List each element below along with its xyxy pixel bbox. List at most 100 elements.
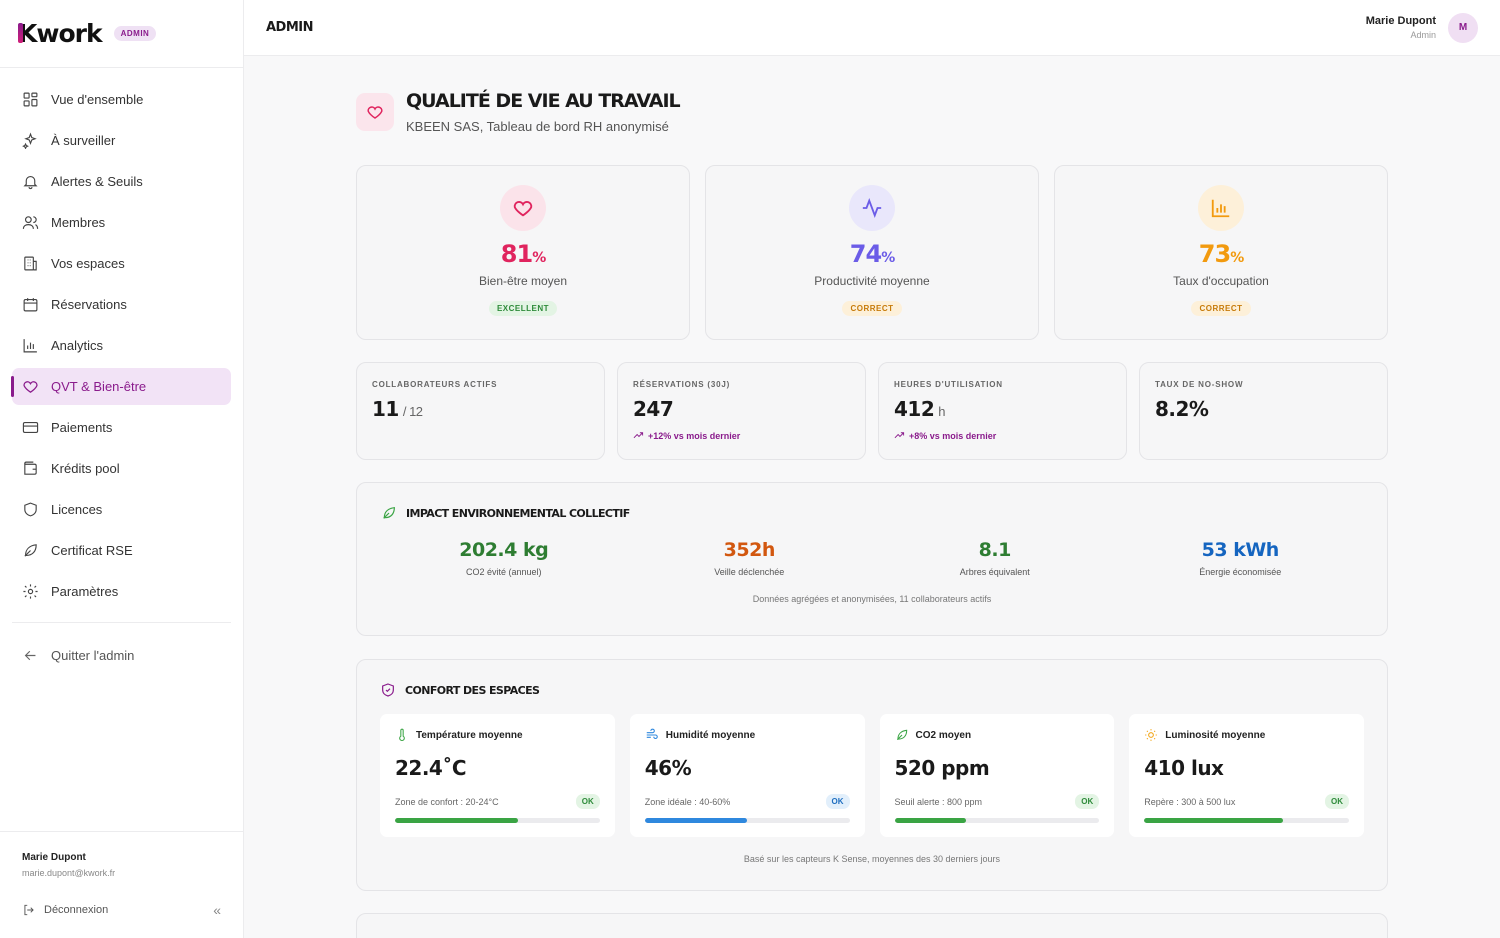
sidebar-item-payments[interactable]: Paiements — [12, 409, 231, 446]
quit-admin-link[interactable]: Quitter l'admin — [12, 637, 231, 674]
stat-card-usage-hours: HEURES D'UTILISATION 412 h +8% vs mois de… — [878, 362, 1127, 460]
trending-up-icon — [894, 432, 905, 439]
env-metric: 352h Veille déclenchée — [627, 539, 873, 577]
trend: +8% vs mois dernier — [894, 430, 1111, 441]
user-name: Marie Dupont — [1365, 15, 1436, 27]
stat-card-reservations: RÉSERVATIONS (30J) 247 +12% vs mois dern… — [617, 362, 866, 460]
kpi-row: 81% Bien-être moyen EXCELLENT 74% Produc… — [356, 165, 1388, 340]
sidebar-item-watch[interactable]: À surveiller — [12, 122, 231, 159]
page-subtitle: KBEEN SAS, Tableau de bord RH anonymisé — [406, 119, 669, 134]
env-value: 202.4 kg — [459, 539, 549, 561]
env-value: 53 kWh — [1201, 539, 1280, 561]
user-role: Admin — [1410, 30, 1436, 40]
comfort-metric-co2: CO2 moyen 520 ppm Seuil alerte : 800 ppm… — [879, 714, 1115, 837]
leaf-icon — [383, 506, 395, 519]
env-label: Énergie économisée — [1199, 567, 1282, 577]
sidebar-item-members[interactable]: Membres — [12, 204, 231, 241]
heart-icon — [500, 185, 546, 231]
stat-value: 247 — [633, 397, 674, 421]
level-bar-fill — [894, 818, 967, 823]
sidebar-item-spaces[interactable]: Vos espaces — [12, 245, 231, 282]
sidebar-nav: Vue d'ensemble À surveiller Alertes & Se… — [0, 68, 243, 674]
level-bar-fill — [644, 818, 748, 823]
section-title: IMPACT ENVIRONNEMENTAL COLLECTIF — [406, 506, 630, 520]
metric-header: Humidité moyenne — [645, 728, 850, 742]
env-note: Données agrégées et anonymisées, 11 coll… — [752, 594, 992, 604]
kpi-value: 74% — [849, 240, 895, 268]
trending-up-icon — [633, 432, 644, 439]
level-bar — [644, 818, 850, 823]
leaf-icon — [896, 729, 907, 741]
calendar-icon — [23, 298, 38, 312]
page-heart-icon — [356, 93, 394, 131]
users-icon — [22, 216, 39, 229]
sidebar-item-label: Certificat RSE — [51, 543, 133, 558]
logout-row: Déconnexion « — [22, 902, 221, 918]
logout-button[interactable]: Déconnexion — [44, 904, 109, 916]
sidebar-item-label: Réservations — [51, 297, 127, 312]
space-comfort-card: CONFORT DES ESPACES Température moyenne … — [356, 659, 1388, 891]
metric-label: Température moyenne — [416, 729, 523, 741]
sidebar-item-settings[interactable]: Paramètres — [12, 573, 231, 610]
kpi-label: Bien-être moyen — [478, 274, 568, 288]
stat-label: RÉSERVATIONS (30J) — [633, 380, 731, 389]
credit-card-icon — [22, 421, 39, 434]
avatar[interactable]: M — [1448, 12, 1478, 43]
sidebar-item-analytics[interactable]: Analytics — [12, 327, 231, 364]
sidebar-item-rse[interactable]: Certificat RSE — [12, 532, 231, 569]
sidebar-item-label: Paiements — [51, 420, 113, 435]
sidebar-item-label: Alertes & Seuils — [51, 174, 143, 189]
footer-user-email: marie.dupont@kwork.fr — [22, 868, 116, 878]
env-metric: 53 kWh Énergie économisée — [1118, 539, 1364, 577]
next-section-card — [356, 913, 1388, 938]
trend-text: +12% vs mois dernier — [648, 430, 741, 441]
trend: +12% vs mois dernier — [633, 430, 850, 441]
sidebar-item-qvt[interactable]: QVT & Bien-être — [11, 368, 231, 405]
comfort-metric-temperature: Température moyenne 22.4˚C Zone de confo… — [380, 714, 615, 837]
status-badge: OK — [1075, 794, 1100, 809]
logo-text: work — [36, 19, 102, 48]
kpi-value: 81% — [500, 240, 546, 268]
bell-icon — [23, 175, 38, 190]
logo-k: K — [18, 19, 37, 48]
sidebar-item-credits[interactable]: Krédits pool — [12, 450, 231, 487]
kpi-card-occupancy: 73% Taux d'occupation CORRECT — [1054, 165, 1388, 340]
sidebar-item-label: Paramètres — [51, 584, 119, 599]
env-metric: 8.1 Arbres équivalent — [872, 539, 1118, 577]
sidebar-item-licenses[interactable]: Licences — [12, 491, 231, 528]
metric-label: Luminosité moyenne — [1165, 729, 1266, 741]
stat-label: HEURES D'UTILISATION — [894, 380, 1003, 389]
environment-impact-card: IMPACT ENVIRONNEMENTAL COLLECTIF 202.4 k… — [356, 482, 1388, 636]
level-bar — [1144, 818, 1349, 823]
stat-value: 11/ 12 — [372, 397, 423, 421]
activity-icon — [849, 185, 895, 231]
nav-divider — [12, 622, 231, 623]
metric-label: CO2 moyen — [915, 729, 972, 741]
env-value: 352h — [723, 539, 776, 561]
metric-footer: Zone idéale : 40-60% OK — [645, 794, 850, 809]
env-label: Arbres équivalent — [959, 567, 1030, 577]
main-content: QUALITÉ DE VIE AU TRAVAIL KBEEN SAS, Tab… — [356, 56, 1388, 938]
sidebar-item-reservations[interactable]: Réservations — [12, 286, 231, 323]
kpi-value: 73% — [1198, 240, 1244, 268]
wind-icon — [646, 728, 658, 739]
stat-card-active-collaborators: COLLABORATEURS ACTIFS 11/ 12 — [356, 362, 605, 460]
collapse-sidebar-button[interactable]: « — [213, 902, 221, 918]
building-icon — [24, 256, 37, 271]
arrow-left-icon — [24, 650, 36, 661]
page-title: QUALITÉ DE VIE AU TRAVAIL — [406, 90, 681, 112]
env-value: 8.1 — [978, 539, 1012, 561]
shield-icon — [24, 502, 37, 517]
metric-zone: Repère : 300 à 500 lux — [1144, 796, 1236, 807]
comfort-metrics: Température moyenne 22.4˚C Zone de confo… — [380, 714, 1364, 837]
comfort-metric-humidity: Humidité moyenne 46% Zone idéale : 40-60… — [629, 714, 865, 837]
sidebar-item-label: Licences — [51, 502, 103, 517]
stat-value: 8.2% — [1155, 397, 1209, 421]
heart-icon — [23, 381, 38, 393]
gear-icon — [23, 584, 38, 599]
sidebar-item-overview[interactable]: Vue d'ensemble — [12, 81, 231, 118]
user-menu[interactable]: Marie Dupont Admin M — [1365, 12, 1478, 43]
sun-icon — [1145, 729, 1158, 741]
sidebar-item-alerts[interactable]: Alertes & Seuils — [12, 163, 231, 200]
